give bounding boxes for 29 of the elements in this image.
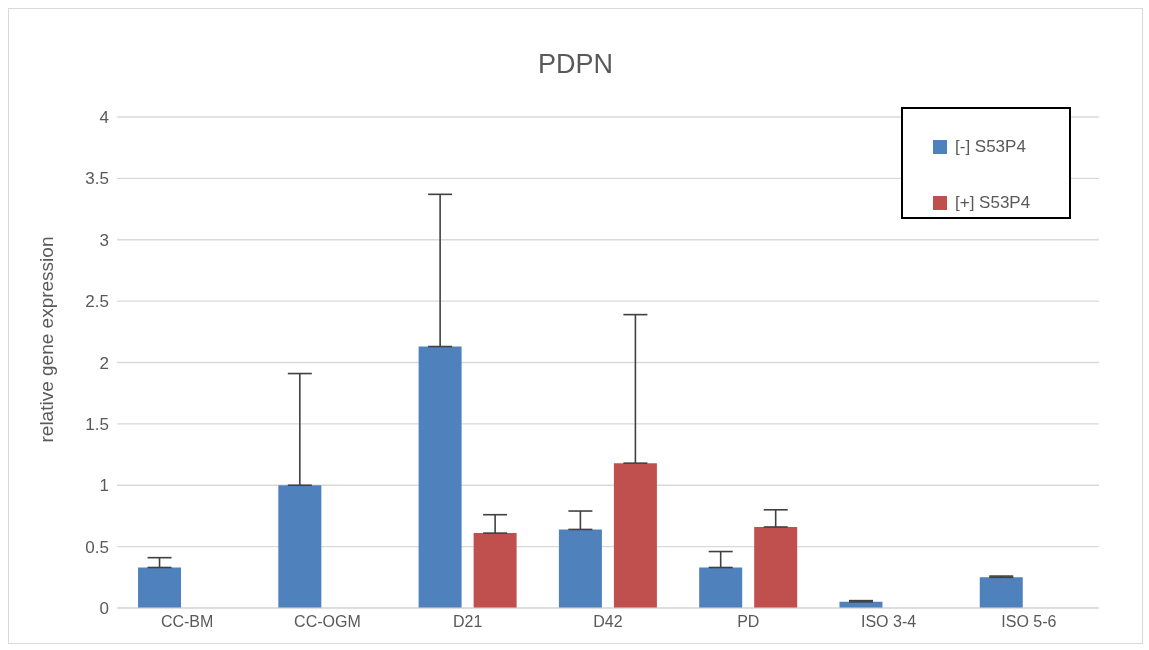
x-tick-label: CC-BM: [160, 613, 214, 631]
y-tick-label: 3: [99, 230, 109, 250]
bar: [278, 485, 322, 608]
y-tick-label: 2.5: [85, 292, 109, 312]
legend-label: [-] S53P4: [954, 136, 1027, 158]
chart-title: PDPN: [537, 48, 614, 81]
y-tick-label: 1: [99, 476, 109, 496]
legend-label: [+] S53P4: [954, 192, 1032, 214]
bar: [754, 526, 798, 608]
x-tick-label: D42: [593, 613, 623, 631]
y-axis-title: relative gene expression: [35, 236, 57, 443]
x-tick-label: ISO 3-4: [861, 613, 917, 631]
y-tick-label: 1.5: [85, 414, 109, 434]
bar: [473, 533, 517, 608]
bar: [138, 567, 182, 608]
bar: [699, 567, 743, 608]
x-tick-label: CC-OGM: [294, 613, 361, 631]
bar: [613, 463, 657, 608]
x-tick-label: ISO 5-6: [1001, 613, 1057, 631]
x-tick-label: PD: [737, 613, 760, 631]
y-tick-label: 0: [99, 599, 109, 619]
y-tick-label: 2: [99, 353, 109, 373]
bar: [558, 529, 602, 608]
y-tick-label: 0.5: [85, 537, 109, 557]
bar: [979, 577, 1023, 608]
x-tick-label: D21: [453, 613, 483, 631]
y-tick-label: 3.5: [85, 169, 109, 189]
y-tick-label: 4: [99, 108, 109, 128]
bar: [418, 346, 462, 608]
